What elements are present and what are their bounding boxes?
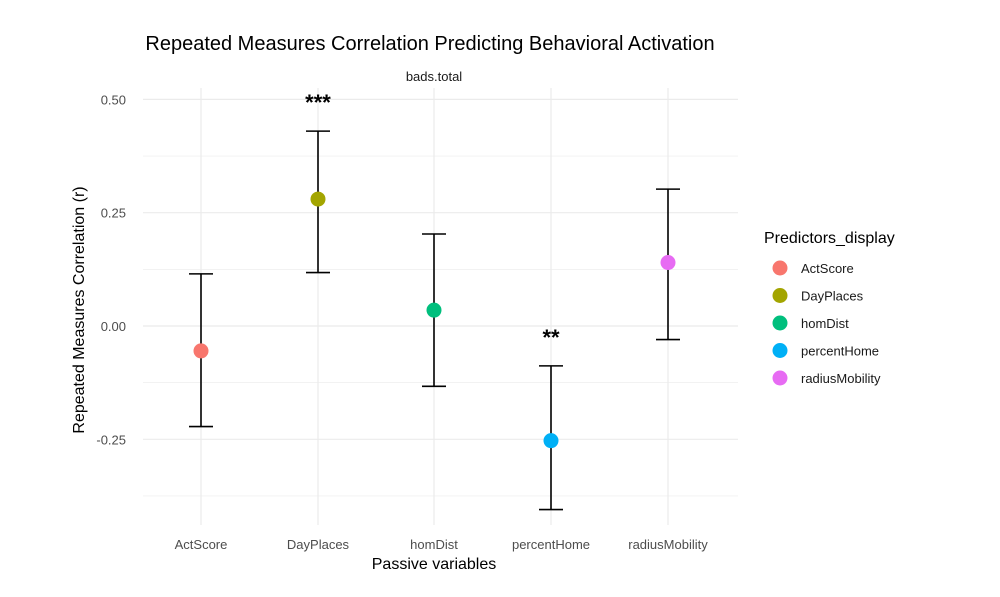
legend-key-homDist bbox=[772, 315, 788, 331]
legend-key-percentHome bbox=[772, 343, 788, 358]
legend: Predictors_display ActScore DayPlaces homD… bbox=[764, 230, 895, 386]
legend-key-DayPlaces bbox=[772, 288, 788, 303]
y-tick-label: 0.50 bbox=[101, 92, 126, 107]
legend-label-DayPlaces: DayPlaces bbox=[801, 289, 864, 304]
y-tick-label: 0.25 bbox=[101, 206, 126, 221]
y-tick-label: -0.25 bbox=[96, 432, 126, 447]
facet-label: bads.total bbox=[406, 69, 462, 84]
x-tick-label: DayPlaces bbox=[287, 537, 350, 552]
point-percentHome bbox=[543, 433, 559, 449]
point-DayPlaces bbox=[310, 191, 326, 207]
x-tick-label: percentHome bbox=[512, 537, 590, 552]
legend-key-ActScore bbox=[772, 260, 788, 276]
x-tick-label: homDist bbox=[410, 537, 458, 552]
legend-label-percentHome: percentHome bbox=[801, 344, 879, 359]
legend-label-ActScore: ActScore bbox=[801, 261, 854, 276]
significance-labels: ***** bbox=[305, 90, 560, 350]
point-radiusMobility bbox=[660, 255, 676, 271]
chart-title: Repeated Measures Correlation Predicting… bbox=[145, 33, 714, 55]
legend-label-homDist: homDist bbox=[801, 316, 849, 331]
legend-key-radiusMobility bbox=[772, 370, 788, 386]
y-axis-title: Repeated Measures Correlation (r) bbox=[71, 186, 88, 433]
x-tick-labels: ActScore DayPlaces homDist percentHome radiu… bbox=[175, 537, 709, 552]
point-ActScore bbox=[193, 343, 209, 359]
x-tick-label: ActScore bbox=[175, 537, 228, 552]
legend-label-radiusMobility: radiusMobility bbox=[801, 371, 881, 386]
point-homDist bbox=[426, 302, 442, 318]
y-tick-labels: 0.50 0.25 0.00 -0.25 bbox=[96, 92, 126, 447]
data-points bbox=[193, 191, 676, 449]
x-axis-title: Passive variables bbox=[372, 556, 497, 573]
legend-title: Predictors_display bbox=[764, 230, 895, 247]
y-tick-label: 0.00 bbox=[101, 319, 126, 334]
x-tick-label: radiusMobility bbox=[628, 537, 708, 552]
significance-label-DayPlaces: *** bbox=[305, 90, 331, 115]
significance-label-percentHome: ** bbox=[542, 325, 560, 350]
